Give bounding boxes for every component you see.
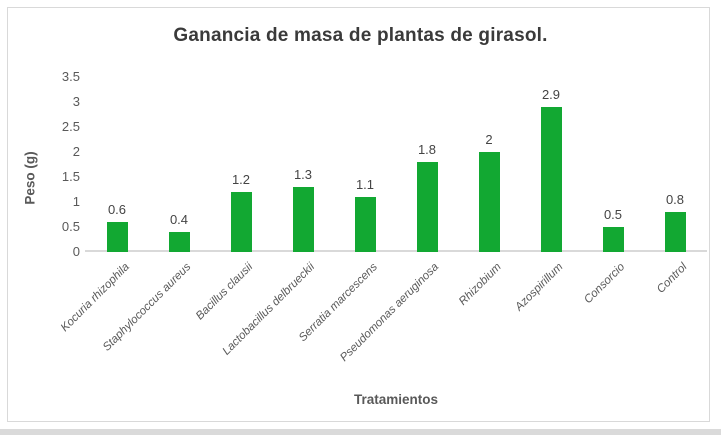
bar-value-label: 0.5: [603, 207, 623, 222]
bar: [540, 107, 562, 252]
chart-title: Ganancia de masa de plantas de girasol.: [173, 25, 548, 46]
y-tick-label: 2.5: [61, 119, 80, 134]
bar-slot: 1.3: [272, 72, 334, 252]
y-axis-tick-labels: 0 0.5 1 1.5 2 2.5 3 3.5: [40, 0, 80, 438]
y-axis-title: Peso (g): [22, 151, 38, 205]
bar-value-label: 0.4: [169, 212, 189, 227]
y-tick-label: 1.5: [61, 169, 80, 184]
bar: [292, 187, 314, 252]
x-axis-line: [85, 250, 707, 252]
bar: [230, 192, 252, 252]
bar-slot: 0.6: [86, 72, 148, 252]
bar-value-label: 1.1: [355, 177, 375, 192]
bar-slot: 1.2: [210, 72, 272, 252]
y-tick-label: 0.5: [61, 219, 80, 234]
bar: [664, 212, 686, 252]
y-tick-label: 2: [72, 144, 80, 159]
y-tick-label: 3: [72, 94, 80, 109]
bar: [478, 152, 500, 252]
bar: [354, 197, 376, 252]
category-label: Rhizobium: [456, 261, 504, 308]
bar-slot: 1.1: [334, 72, 396, 252]
bottom-edge-band: [0, 429, 721, 435]
bar-value-label: 2.9: [541, 87, 561, 102]
bar-value-label: 2: [485, 132, 493, 147]
bar: [168, 232, 190, 252]
bar-value-label: 1.3: [293, 167, 313, 182]
x-axis-category-labels: Kocuria rhizophila Staphylococcus aureus B…: [58, 252, 706, 392]
bar-slot: 0.8: [644, 72, 706, 252]
bar-slot: 2.9: [520, 72, 582, 252]
category-label: Control: [654, 261, 690, 296]
bar: [106, 222, 128, 252]
bar-slot: 2: [458, 72, 520, 252]
y-tick-label: 0: [72, 244, 80, 259]
bar-slot: 0.5: [582, 72, 644, 252]
plot-area: 0.6 0.4 1.2 1.3 1.1 1.8 2 2.9 0.5 0.8: [85, 72, 707, 252]
bar-value-label: 1.8: [417, 142, 437, 157]
category-label: Pseudomonas aeruginosa: [338, 261, 442, 364]
bar-value-label: 1.2: [231, 172, 251, 187]
x-axis-title: Tratamientos: [353, 392, 439, 407]
bar: [416, 162, 438, 252]
bar-slot: 0.4: [148, 72, 210, 252]
category-label: Azospirillum: [513, 261, 566, 314]
category-label: Bacillus clausii: [194, 261, 256, 323]
bar-slot: 1.8: [396, 72, 458, 252]
category-label: Consorcio: [582, 261, 628, 307]
y-tick-label: 1: [72, 194, 80, 209]
bar: [602, 227, 624, 252]
bar-value-label: 0.8: [665, 192, 685, 207]
y-tick-label: 3.5: [61, 69, 80, 84]
bar-value-label: 0.6: [107, 202, 127, 217]
